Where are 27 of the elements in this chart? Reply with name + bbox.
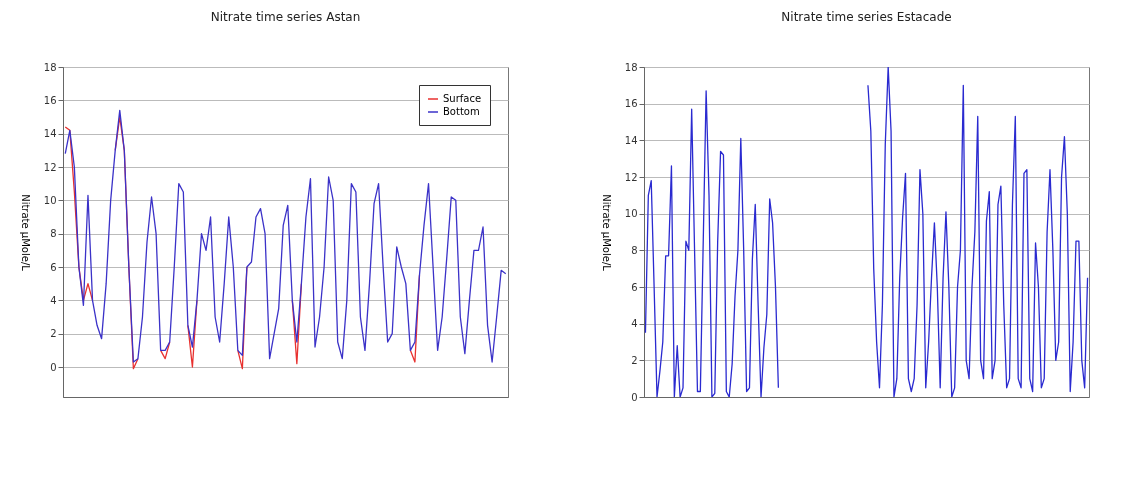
y-tick-label: 14 — [624, 134, 638, 146]
y-tick-label: 12 — [624, 171, 638, 183]
y-tick-label: 10 — [624, 208, 638, 220]
y-tick-label: 2 — [631, 354, 638, 366]
y-tick-label: 0 — [50, 361, 57, 373]
y-tick-label: 16 — [624, 98, 638, 110]
line-series — [64, 109, 507, 363]
legend-label: Bottom — [443, 106, 480, 117]
y-tick-label: 4 — [631, 318, 638, 330]
y-axis-title: Nitrate µMole/L — [19, 194, 31, 272]
y-tick-label: 12 — [43, 161, 57, 173]
legend-label: Surface — [443, 93, 482, 104]
chart-title: Nitrate time series Estacade — [781, 10, 952, 24]
chart-title: Nitrate time series Astan — [210, 10, 361, 24]
y-tick-label: 4 — [50, 294, 57, 306]
y-tick-label: 6 — [50, 261, 57, 273]
y-tick-label: 0 — [631, 391, 638, 403]
y-tick-label: 10 — [43, 194, 57, 206]
y-tick-label: 8 — [50, 228, 57, 240]
y-axis-title: Nitrate µMole/L — [600, 194, 612, 272]
y-tick-label: 18 — [43, 61, 57, 73]
y-tick-label: 16 — [43, 94, 57, 106]
y-tick-label: 18 — [624, 61, 638, 73]
y-tick-label: 2 — [50, 328, 57, 340]
y-tick-label: 14 — [43, 128, 57, 140]
y-tick-label: 8 — [631, 244, 638, 256]
y-tick-label: 6 — [631, 281, 638, 293]
